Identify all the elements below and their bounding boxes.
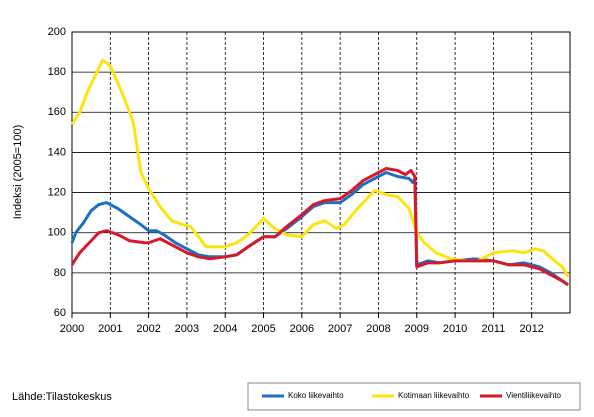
x-tick-label: 2010 [443, 323, 467, 335]
x-tick-label: 2011 [482, 323, 506, 335]
legend-label: Kotimaan liikevaihto [398, 391, 470, 400]
x-tick-label: 2012 [519, 323, 543, 335]
y-tick-label: 200 [48, 26, 66, 38]
x-tick-label: 2002 [136, 323, 160, 335]
y-tick-label: 140 [48, 146, 66, 158]
series-line [70, 58, 570, 278]
x-tick-label: 2004 [213, 323, 237, 335]
x-tick-label: 2005 [251, 323, 275, 335]
y-axis-label: Indeksi (2005=100) [12, 125, 24, 219]
source: Lähde:Tilastokeskus [12, 391, 112, 403]
x-tick-label: 2007 [328, 323, 352, 335]
plot-frame [71, 31, 571, 314]
legend: Koko liikevaihto Kotimaan liikevaihto Vien… [262, 391, 562, 400]
legend-label: Koko liikevaihto [288, 391, 344, 400]
y-tick-label: 60 [54, 307, 66, 319]
y-tick-label: 100 [48, 227, 66, 239]
x-tick-label: 2009 [405, 323, 429, 335]
x-tick-label: 2001 [98, 323, 122, 335]
y-tick-label: 80 [54, 267, 66, 279]
legend-box [247, 382, 581, 411]
x-tick-label: 2008 [366, 323, 390, 335]
x-tick-label: 2000 [60, 323, 84, 335]
series-line [70, 166, 569, 287]
x-tick-label: 2003 [175, 323, 199, 335]
y-tick-label: 180 [48, 66, 66, 78]
y-tick-label: 120 [48, 186, 66, 198]
x-tick-label: 2006 [290, 323, 314, 335]
y-tick-label: 160 [48, 106, 66, 118]
legend-label: Vientiliikevaihto [506, 391, 562, 400]
